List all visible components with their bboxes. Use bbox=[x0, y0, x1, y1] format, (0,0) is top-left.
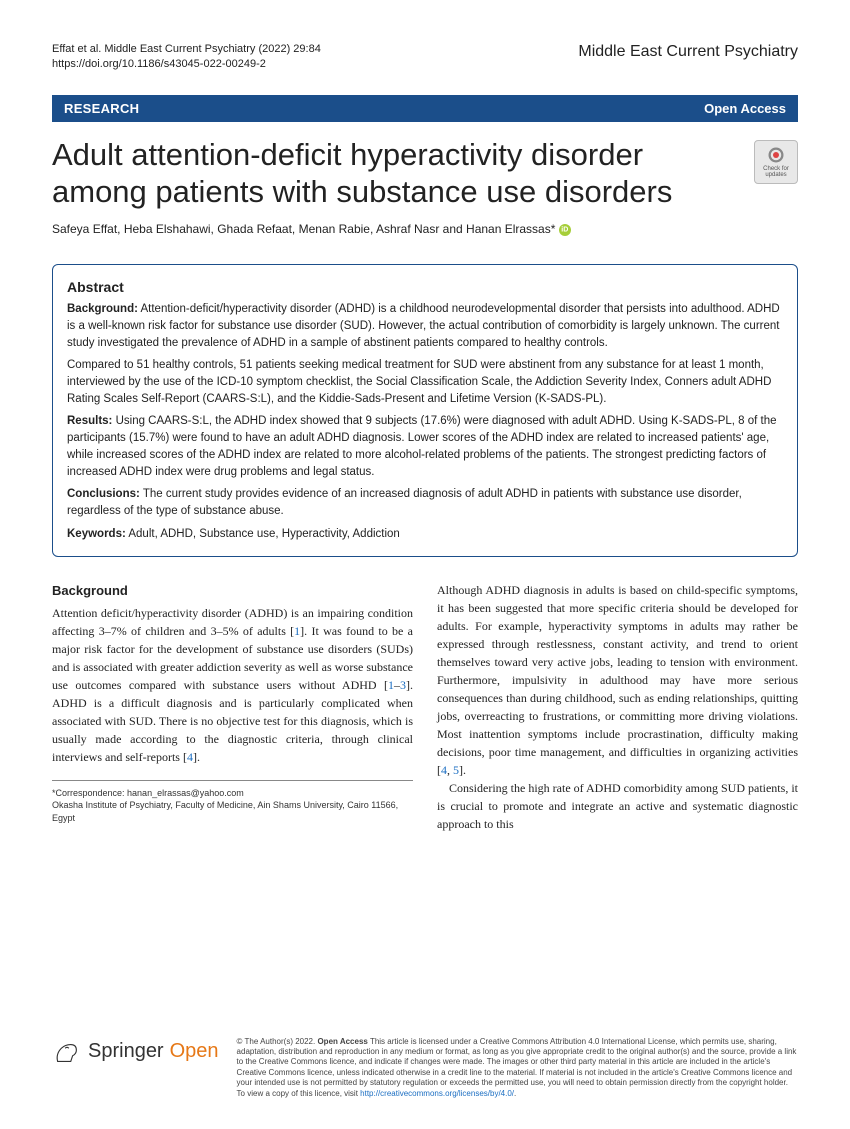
article-title: Adult attention-deficit hyperactivity di… bbox=[52, 136, 744, 210]
open-word: Open bbox=[170, 1040, 219, 1063]
journal-name: Middle East Current Psychiatry bbox=[578, 42, 798, 61]
page-header: Effat et al. Middle East Current Psychia… bbox=[52, 42, 798, 73]
check-updates-button[interactable]: Check for updates bbox=[754, 140, 798, 184]
body-p3: Considering the high rate of ADHD comorb… bbox=[437, 779, 798, 833]
body-columns: Background Attention deficit/hyperactivi… bbox=[52, 581, 798, 833]
abstract-keywords: Keywords: Adult, ADHD, Substance use, Hy… bbox=[67, 526, 783, 543]
abstract-conclusions: Conclusions: The current study provides … bbox=[67, 486, 783, 519]
correspondence-email: *Correspondence: hanan_elrassas@yahoo.co… bbox=[52, 787, 413, 800]
authors-text: Safeya Effat, Heba Elshahawi, Ghada Refa… bbox=[52, 222, 555, 236]
background-label: Background: bbox=[67, 303, 138, 315]
correspondence-block: *Correspondence: hanan_elrassas@yahoo.co… bbox=[52, 780, 413, 825]
authors-line: Safeya Effat, Heba Elshahawi, Ghada Refa… bbox=[52, 222, 798, 236]
results-label: Results: bbox=[67, 415, 112, 427]
springer-open-logo: Springer Open bbox=[52, 1037, 219, 1067]
background-text: Attention-deficit/hyperactivity disorder… bbox=[67, 303, 780, 348]
abstract-results: Results: Using CAARS-S:L, the ADHD index… bbox=[67, 413, 783, 480]
license-text: © The Author(s) 2022. Open Access This a… bbox=[237, 1037, 798, 1099]
results-text: Using CAARS-S:L, the ADHD index showed t… bbox=[67, 415, 777, 477]
doi-text: https://doi.org/10.1186/s43045-022-00249… bbox=[52, 57, 321, 72]
abstract-methods: Compared to 51 healthy controls, 51 pati… bbox=[67, 357, 783, 407]
column-right: Although ADHD diagnosis in adults is bas… bbox=[437, 581, 798, 833]
springer-word: Springer bbox=[88, 1040, 164, 1063]
column-left: Background Attention deficit/hyperactivi… bbox=[52, 581, 413, 833]
abstract-background: Background: Attention-deficit/hyperactiv… bbox=[67, 301, 783, 351]
body-p1: Attention deficit/hyperactivity disorder… bbox=[52, 604, 413, 766]
article-type-label: RESEARCH bbox=[64, 101, 139, 116]
correspondence-affiliation: Okasha Institute of Psychiatry, Faculty … bbox=[52, 799, 413, 824]
open-access-label: Open Access bbox=[704, 101, 786, 116]
keywords-label: Keywords: bbox=[67, 528, 126, 540]
body-p2: Although ADHD diagnosis in adults is bas… bbox=[437, 581, 798, 779]
abstract-heading: Abstract bbox=[67, 277, 783, 297]
orcid-icon[interactable] bbox=[559, 224, 571, 236]
crossmark-icon bbox=[767, 146, 785, 164]
license-link[interactable]: http://creativecommons.org/licenses/by/4… bbox=[360, 1089, 514, 1098]
keywords-text: Adult, ADHD, Substance use, Hyperactivit… bbox=[128, 528, 399, 540]
conclusions-text: The current study provides evidence of a… bbox=[67, 488, 742, 517]
background-heading: Background bbox=[52, 581, 413, 601]
article-type-banner: RESEARCH Open Access bbox=[52, 95, 798, 122]
open-access-bold: Open Access bbox=[317, 1037, 367, 1046]
check-updates-label: Check for updates bbox=[755, 166, 797, 178]
citation-block: Effat et al. Middle East Current Psychia… bbox=[52, 42, 321, 73]
abstract-box: Abstract Background: Attention-deficit/h… bbox=[52, 264, 798, 557]
page-footer: Springer Open © The Author(s) 2022. Open… bbox=[52, 1037, 798, 1099]
citation-text: Effat et al. Middle East Current Psychia… bbox=[52, 42, 321, 57]
conclusions-label: Conclusions: bbox=[67, 488, 140, 500]
springer-horse-icon bbox=[52, 1037, 82, 1067]
